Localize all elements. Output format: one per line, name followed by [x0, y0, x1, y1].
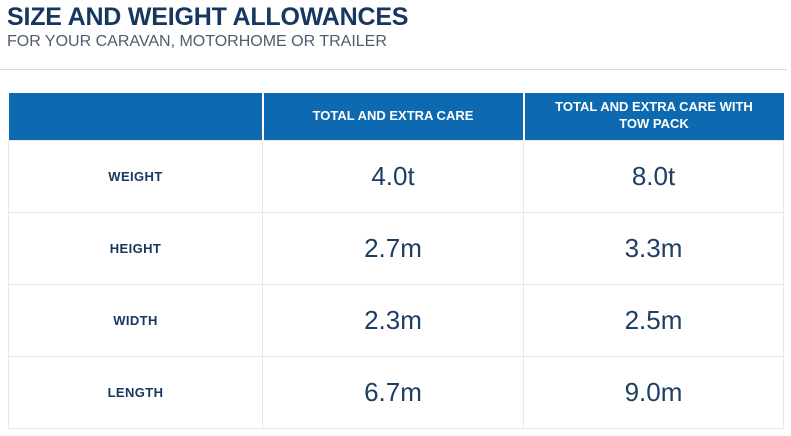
table-row-height: HEIGHT 2.7m 3.3m — [8, 211, 784, 285]
weight-total-extra-care-value: 4.0t — [262, 139, 524, 213]
table-header-row: TOTAL AND EXTRA CARE TOTAL AND EXTRA CAR… — [8, 93, 784, 140]
height-total-extra-care-value: 2.7m — [262, 211, 524, 285]
row-label-height: HEIGHT — [8, 211, 263, 285]
row-label-width: WIDTH — [8, 283, 263, 357]
size-weight-allowance-table: TOTAL AND EXTRA CARE TOTAL AND EXTRA CAR… — [8, 93, 784, 429]
page-title: SIZE AND WEIGHT ALLOWANCES — [7, 3, 409, 31]
row-label-weight: WEIGHT — [8, 139, 263, 213]
page-subtitle: FOR YOUR CARAVAN, MOTORHOME OR TRAILER — [7, 33, 387, 50]
length-total-extra-care-value: 6.7m — [262, 355, 524, 429]
length-tow-pack-value: 9.0m — [523, 355, 784, 429]
column-header-total-extra-care: TOTAL AND EXTRA CARE — [262, 93, 525, 140]
table-row-length: LENGTH 6.7m 9.0m — [8, 355, 784, 429]
width-tow-pack-value: 2.5m — [523, 283, 784, 357]
width-total-extra-care-value: 2.3m — [262, 283, 524, 357]
table-row-width: WIDTH 2.3m 2.5m — [8, 283, 784, 357]
horizontal-divider — [0, 69, 787, 70]
height-tow-pack-value: 3.3m — [523, 211, 784, 285]
column-header-blank — [8, 93, 264, 140]
table-row-weight: WEIGHT 4.0t 8.0t — [8, 139, 784, 213]
weight-tow-pack-value: 8.0t — [523, 139, 784, 213]
row-label-length: LENGTH — [8, 355, 263, 429]
column-header-total-extra-care-tow-pack: TOTAL AND EXTRA CARE WITH TOW PACK — [523, 93, 784, 140]
